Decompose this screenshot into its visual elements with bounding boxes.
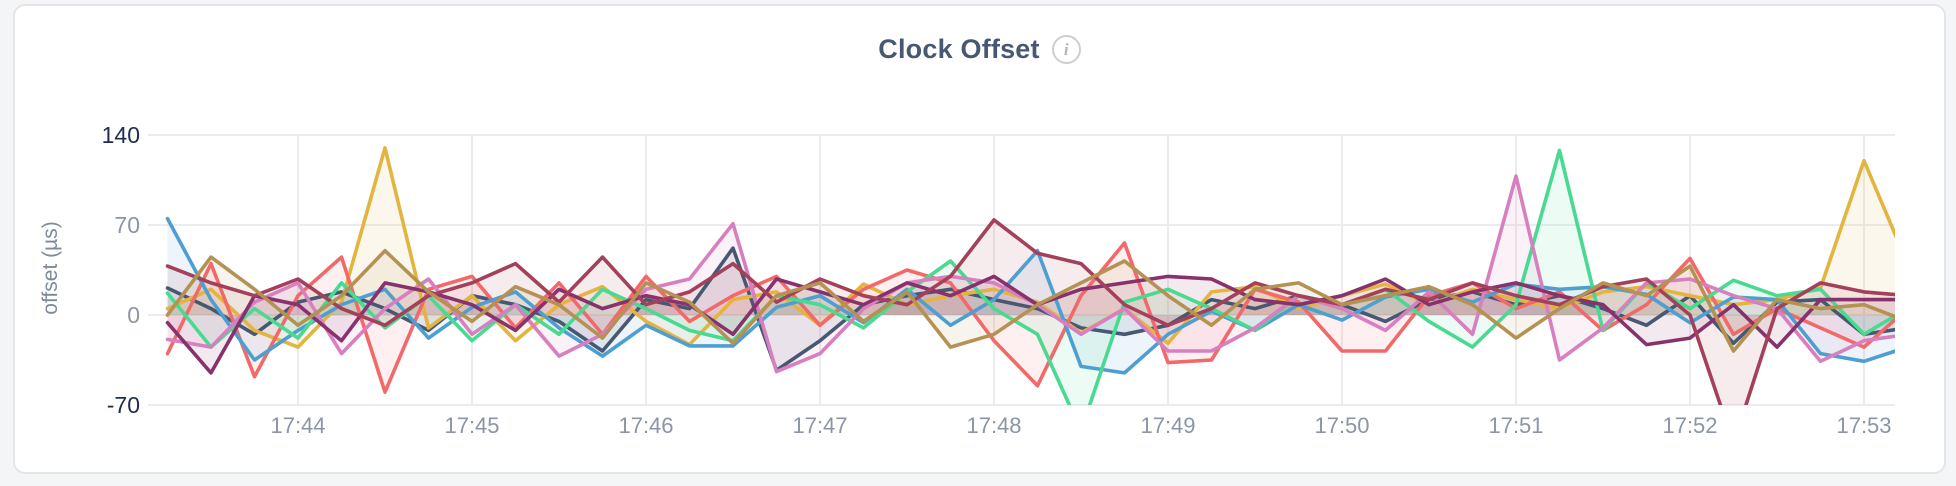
y-tick-label: 140 xyxy=(102,122,140,148)
series-area-series-2-gold xyxy=(167,147,1895,348)
series-line-series-9-olive xyxy=(165,248,1895,353)
info-icon[interactable]: i xyxy=(1051,35,1081,64)
series-line-series-3-salmon xyxy=(165,241,1895,394)
x-tick-label: 17:52 xyxy=(1662,413,1717,438)
y-tick-label: 0 xyxy=(127,302,140,328)
x-tick-label: 17:45 xyxy=(444,413,499,438)
y-axis-title: offset (µs) xyxy=(39,221,62,314)
y-tick-label: -70 xyxy=(107,392,140,418)
x-tick-label: 17:50 xyxy=(1314,413,1369,438)
chart-header: Clock Offset i xyxy=(15,34,1944,65)
series-area-series-9-olive xyxy=(167,250,1895,351)
series-area-series-8-maroon xyxy=(167,219,1895,405)
x-tick-label: 17:48 xyxy=(966,413,1021,438)
x-tick-label: 17:44 xyxy=(270,413,325,438)
series-line-series-8-maroon xyxy=(165,218,1895,405)
y-tick-label: 70 xyxy=(114,212,140,238)
series-area-series-3-salmon xyxy=(167,243,1895,393)
chart-title: Clock Offset xyxy=(878,34,1040,64)
x-tick-label: 17:53 xyxy=(1836,413,1891,438)
x-tick-label: 17:47 xyxy=(792,413,847,438)
x-tick-label: 17:46 xyxy=(618,413,673,438)
x-tick-label: 17:49 xyxy=(1140,413,1195,438)
x-tick-label: 17:51 xyxy=(1488,413,1543,438)
